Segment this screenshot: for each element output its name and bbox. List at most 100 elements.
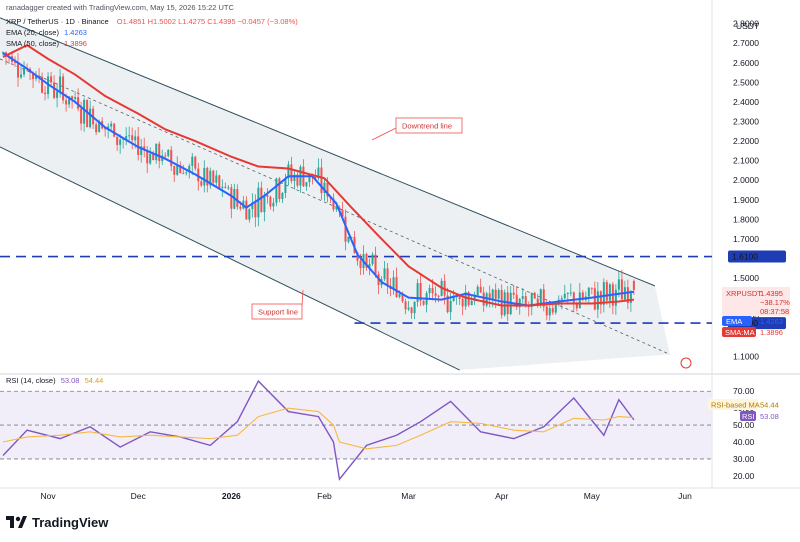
- candle-body: [449, 300, 452, 313]
- candle-body: [164, 155, 167, 157]
- candle-body: [257, 187, 260, 218]
- candle-body: [260, 187, 263, 213]
- rsi-tick-label: 30.00: [733, 454, 755, 464]
- candle-body: [605, 282, 608, 301]
- candle-body: [89, 108, 92, 128]
- candle-body: [575, 303, 578, 309]
- ohlc-values: O1.4851 H1.5002 L1.4275 C1.4395 −0.0457 …: [116, 17, 298, 26]
- candle-body: [587, 287, 590, 297]
- rsi-tag-value: 53.08: [760, 412, 779, 421]
- candle-body: [53, 82, 56, 98]
- candle-body: [515, 294, 518, 308]
- candle-body: [578, 292, 581, 309]
- rsi-legend-label: RSI (14, close): [6, 376, 56, 385]
- candle-body: [263, 194, 266, 213]
- downtrend-callout-text: Downtrend line: [402, 122, 452, 131]
- candle-body: [68, 96, 71, 105]
- rsi-tick-label: 20.00: [733, 471, 755, 481]
- candle-body: [218, 175, 221, 188]
- candle-body: [596, 291, 599, 310]
- candle-body: [113, 123, 116, 137]
- time-tick-label: Dec: [131, 491, 147, 501]
- price-tick-label: 1.7000: [733, 234, 759, 244]
- candle-body: [446, 295, 449, 313]
- candle-body: [461, 298, 464, 307]
- candle-body: [212, 170, 215, 183]
- time-tick-label: 2026: [222, 491, 241, 501]
- candle-body: [182, 173, 185, 175]
- candle-body: [278, 178, 281, 200]
- candle-body: [62, 76, 65, 101]
- candle-body: [245, 200, 248, 220]
- candle-body: [266, 194, 269, 197]
- resistance-price-tag: 1.6100: [732, 252, 758, 262]
- candle-body: [323, 182, 326, 194]
- price-tick-label: 1.5000: [733, 273, 759, 283]
- rsi-tick-label: 50.00: [733, 420, 755, 430]
- candle-body: [14, 61, 17, 63]
- candle-body: [416, 283, 419, 302]
- candle-body: [542, 289, 545, 307]
- candle-body: [365, 253, 368, 268]
- candle-body: [359, 260, 362, 269]
- time-tick-label: Feb: [317, 491, 332, 501]
- ema-legend-label: EMA (20, close): [6, 28, 59, 37]
- price-tick-label: 1.9000: [733, 195, 759, 205]
- candle-body: [272, 202, 275, 207]
- candle-body: [140, 146, 143, 155]
- candle-body: [143, 146, 146, 151]
- tradingview-logo[interactable]: TradingView: [6, 514, 108, 530]
- candle-body: [401, 294, 404, 302]
- rsi-tick-label: 70.00: [733, 386, 755, 396]
- candle-body: [98, 121, 101, 133]
- candle-body: [572, 292, 575, 304]
- candle-body: [137, 136, 140, 155]
- candle-body: [290, 164, 293, 182]
- candle-body: [173, 166, 176, 175]
- rsi-tag-label: RSI: [742, 412, 755, 421]
- alert-icon: [680, 357, 692, 369]
- candle-body: [248, 209, 251, 220]
- candle-body: [407, 307, 410, 310]
- candle-body: [431, 288, 434, 294]
- rsi-tick-label: 40.00: [733, 437, 755, 447]
- sma-line: [2, 44, 635, 307]
- sma-price-tag-label: SMA:MA: [725, 328, 755, 337]
- candle-body: [200, 181, 203, 186]
- candle-body: [485, 293, 488, 306]
- candle-body: [356, 252, 359, 261]
- candle-body: [602, 282, 605, 305]
- price-tick-label: 2.0000: [733, 175, 759, 185]
- downtrend-callout-pointer: [371, 127, 397, 141]
- price-tick-label: 2.3000: [733, 117, 759, 127]
- candle-body: [128, 135, 131, 137]
- candle-body: [347, 236, 350, 242]
- candle-body: [251, 202, 254, 210]
- rsi-line: [2, 379, 635, 481]
- rsi-band-fill: [0, 391, 712, 459]
- sma-tag-bg: [722, 327, 756, 337]
- candle-body: [524, 296, 527, 306]
- channel-mid-line: [0, 58, 671, 355]
- candle-body: [422, 300, 425, 305]
- candle-body: [179, 165, 182, 174]
- channel-lower-line: [0, 146, 460, 371]
- candle-body: [65, 100, 68, 105]
- candle-body: [527, 305, 530, 308]
- candle-body: [464, 292, 467, 307]
- candle-body: [620, 279, 623, 300]
- candle-body: [410, 307, 413, 314]
- rsi-ma-tag-bg: [708, 399, 758, 410]
- candle-body: [239, 206, 242, 209]
- tradingview-logo-icon: [6, 516, 27, 528]
- candle-body: [512, 292, 515, 295]
- candle-body: [191, 156, 194, 166]
- candle-body: [344, 216, 347, 242]
- candle-body: [488, 293, 491, 301]
- candle-body: [392, 277, 395, 289]
- candle-body: [491, 289, 494, 301]
- candle-body: [152, 153, 155, 161]
- support-callout-text: Support line: [258, 308, 298, 317]
- time-tick-label: Apr: [495, 491, 508, 501]
- candle-body: [398, 294, 401, 297]
